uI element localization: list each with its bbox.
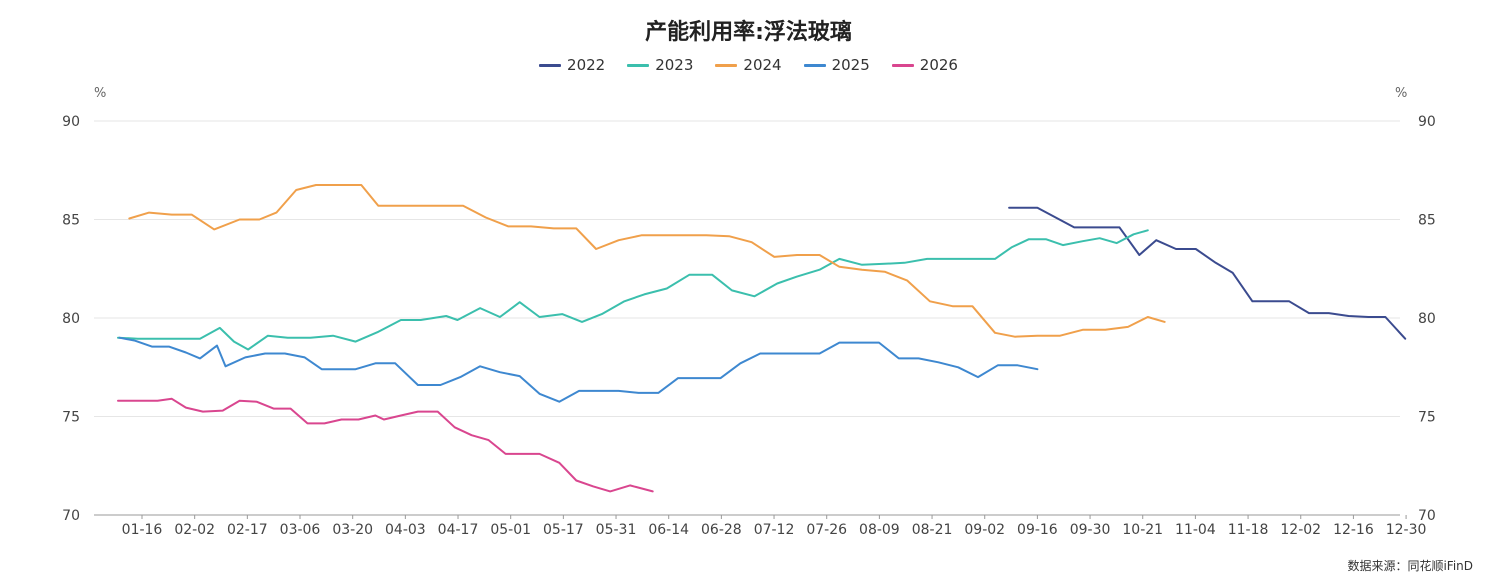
x-tick-label: 02-02 [174,522,215,538]
x-tick-label: 04-17 [438,522,479,538]
x-tick-label: 10-21 [1122,522,1163,538]
y-tick-label-left: 90 [62,114,80,130]
x-tick-label: 11-04 [1175,522,1216,538]
x-tick-label: 09-30 [1070,522,1111,538]
series-line-2024 [128,184,1166,338]
legend-item-2025[interactable]: 2025 [803,56,870,74]
x-tick-label: 03-06 [280,522,321,538]
y-tick-label-right: 90 [1418,114,1436,130]
legend: 2022 2023 2024 2025 2026 [0,56,1497,74]
x-tick-label: 07-12 [754,522,795,538]
x-tick-label: 02-17 [227,522,268,538]
x-tick-label: 12-16 [1333,522,1374,538]
x-tick-label: 05-31 [596,522,637,538]
legend-label: 2022 [567,56,606,74]
x-tick-label: 06-28 [701,522,742,538]
legend-label: 2024 [743,56,782,74]
y-tick-label-right: 85 [1418,213,1436,229]
x-tick-label: 11-18 [1228,522,1269,538]
legend-swatch [627,63,650,67]
y-tick-label-left: 70 [62,508,80,524]
y-tick-label-right: 75 [1418,410,1436,426]
series-line-2025 [118,336,1039,403]
series-lines [117,184,1407,493]
chart-title: 产能利用率:浮法玻璃 [645,20,852,45]
series-line-2026 [117,397,654,493]
x-tick-label: 05-01 [490,522,531,538]
x-tick-label: 04-03 [385,522,426,538]
axes: 70 70 75 75 80 80 85 85 90 90 01-16 02-02 02-17 03-06… [62,114,1436,538]
legend-swatch [891,63,914,67]
y-unit-left: % [94,86,106,101]
x-tick-label: 08-21 [912,522,953,538]
x-tick-label: 06-14 [648,522,689,538]
legend-swatch [539,63,562,67]
x-tick-label: 12-02 [1280,522,1321,538]
legend-item-2026[interactable]: 2026 [891,56,958,74]
x-tick-label: 09-02 [964,522,1005,538]
legend-item-2023[interactable]: 2023 [627,56,693,74]
grid-lines [94,120,1400,417]
legend-swatch [803,63,826,67]
legend-label: 2025 [831,56,870,74]
x-tick-label: 12-30 [1386,522,1427,538]
x-tick-label: 05-17 [543,522,584,538]
y-tick-label-left: 85 [62,213,80,229]
x-tick-label: 08-09 [859,522,900,538]
legend-swatch [715,63,738,67]
legend-item-2024[interactable]: 2024 [715,56,782,74]
x-tick-label: 09-16 [1017,522,1058,538]
y-tick-label-right: 80 [1418,311,1436,327]
x-tick-label: 07-26 [806,522,847,538]
y-unit-right: % [1395,86,1407,101]
data-source-note: 数据来源：同花顺iFinD [1347,559,1473,573]
legend-label: 2026 [919,56,958,74]
legend-item-2022[interactable]: 2022 [539,56,605,74]
x-tick-label: 03-20 [332,522,373,538]
y-tick-label-left: 75 [62,410,80,426]
y-tick-label-left: 80 [62,311,80,327]
legend-label: 2023 [655,56,694,74]
x-tick-label: 01-16 [122,522,163,538]
series-line-2022 [1008,206,1407,340]
series-line-2023 [117,229,1149,351]
y-tick-label-right: 70 [1418,508,1436,524]
